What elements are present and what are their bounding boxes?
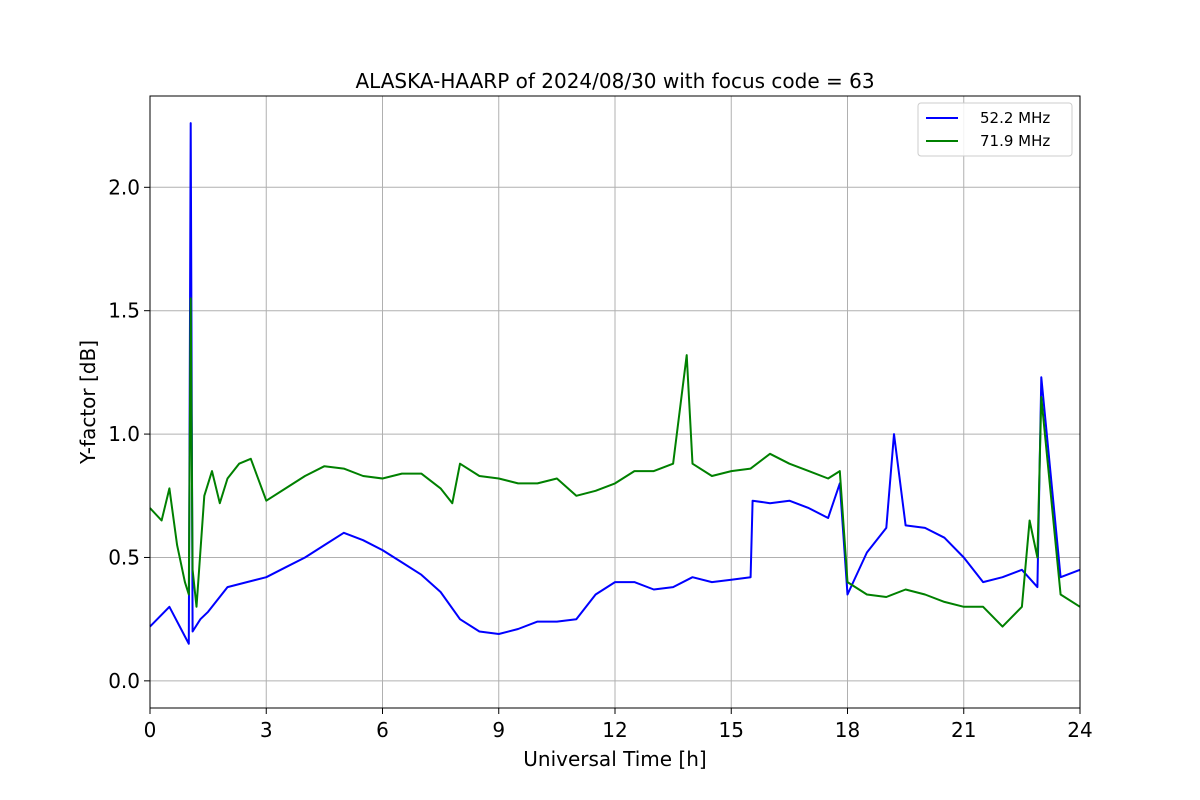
x-tick-label: 0 (144, 718, 157, 742)
series-layer (149, 122, 1081, 645)
series-line-1 (149, 297, 1081, 628)
y-tick-label: 0.0 (108, 669, 140, 693)
x-tick-label: 24 (1067, 718, 1092, 742)
x-tick-label: 6 (376, 718, 389, 742)
x-tick-label: 12 (602, 718, 627, 742)
x-tick-label: 3 (260, 718, 273, 742)
legend: 52.2 MHz 71.9 MHz (917, 102, 1073, 157)
grid (149, 96, 1081, 708)
y-tick-label: 0.5 (108, 545, 140, 569)
legend-label-52-2: 52.2 MHz (980, 109, 1050, 127)
chart-title: ALASKA-HAARP of 2024/08/30 with focus co… (355, 69, 874, 93)
y-tick-label: 2.0 (108, 175, 140, 199)
x-tick-label: 9 (492, 718, 505, 742)
x-tick-label: 18 (835, 718, 860, 742)
y-axis-label: Y-factor [dB] (76, 340, 100, 465)
x-tick-label: 15 (719, 718, 744, 742)
ticks: 0 3 6 9 12 15 18 21 24 0.0 0.5 1.0 1.5 2.0 (108, 175, 1093, 742)
legend-box (917, 102, 1073, 157)
x-axis-label: Universal Time [h] (523, 747, 706, 771)
y-tick-label: 1.5 (108, 299, 140, 323)
legend-label-71-9: 71.9 MHz (980, 132, 1050, 150)
x-tick-label: 21 (951, 718, 976, 742)
y-tick-label: 1.0 (108, 422, 140, 446)
series-line-0 (149, 122, 1081, 645)
